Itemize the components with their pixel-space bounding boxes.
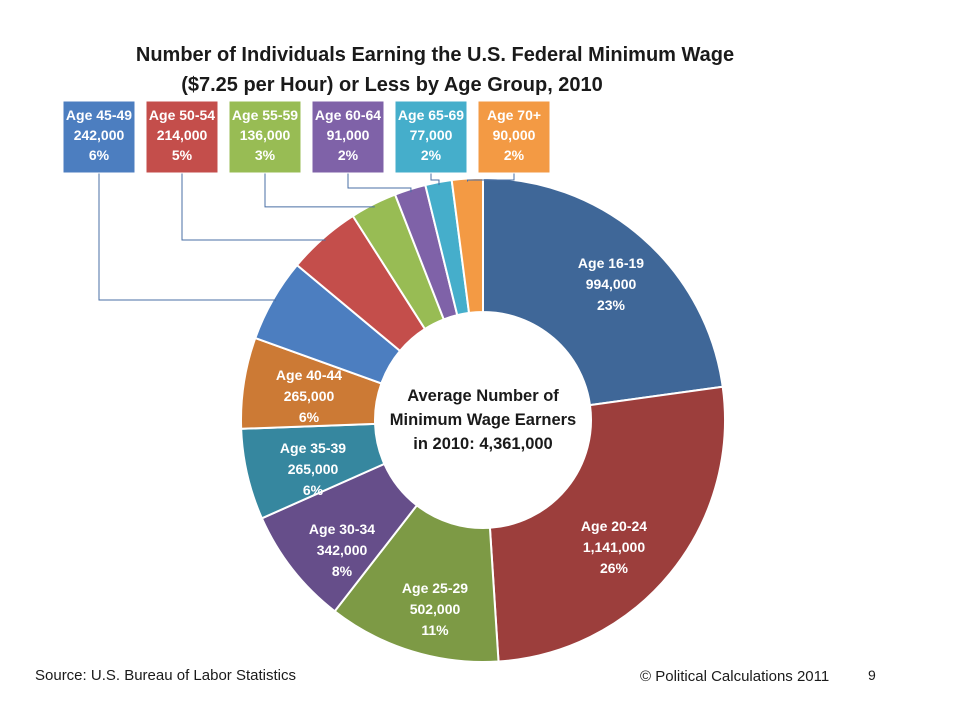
- callout-box-age-55-59: [228, 100, 302, 174]
- center-label: Average Number of Minimum Wage Earners in …: [390, 387, 576, 453]
- callout-box-age-50-54: [145, 100, 219, 174]
- callout-label-age-70: Age 70+ 90,000 2%: [487, 107, 541, 163]
- copyright-text: © Political Calculations 2011: [640, 668, 829, 685]
- callout-label-age-60-64: Age 60-64 91,000 2%: [315, 107, 381, 163]
- chart-subtitle: ($7.25 per Hour) or Less by Age Group, 2…: [181, 74, 603, 96]
- slice-label-age-40-44: Age 40-44 265,000 6%: [276, 367, 342, 425]
- callout-box-age-70: [477, 100, 551, 174]
- slice-label-age-35-39: Age 35-39 265,000 6%: [280, 440, 346, 498]
- callout-label-age-45-49: Age 45-49 242,000 6%: [66, 107, 132, 163]
- callout-box-age-65-69: [394, 100, 468, 174]
- slice-age-20-24: [488, 385, 726, 663]
- callout-label-age-50-54: Age 50-54 214,000 5%: [149, 107, 215, 163]
- callout-label-age-55-59: Age 55-59 136,000 3%: [232, 107, 298, 163]
- source-text: Source: U.S. Bureau of Labor Statistics: [35, 667, 296, 684]
- leader-line-age-45-49: [98, 173, 277, 302]
- slice-age-70: [450, 176, 484, 315]
- slice-label-age-25-29: Age 25-29 502,000 11%: [402, 580, 468, 638]
- page-number: 9: [868, 667, 876, 683]
- slice-label-age-20-24: Age 20-24 1,141,000 26%: [581, 518, 647, 576]
- leader-line-age-70: [467, 173, 515, 182]
- chart-title: Number of Individuals Earning the U.S. F…: [136, 44, 734, 66]
- leader-line-age-50-54: [181, 173, 326, 241]
- slice-label-age-16-19: Age 16-19 994,000 23%: [578, 255, 644, 313]
- donut-hole: [376, 313, 590, 527]
- callout-box-age-60-64: [311, 100, 385, 174]
- slice-age-16-19: [482, 176, 724, 407]
- callout-box-age-45-49: [62, 100, 136, 174]
- leader-line-age-65-69: [430, 173, 440, 186]
- leader-line-age-60-64: [347, 173, 412, 193]
- leader-line-age-55-59: [264, 173, 375, 208]
- slice-label-age-30-34: Age 30-34 342,000 8%: [309, 521, 375, 579]
- callout-label-age-65-69: Age 65-69 77,000 2%: [398, 107, 464, 163]
